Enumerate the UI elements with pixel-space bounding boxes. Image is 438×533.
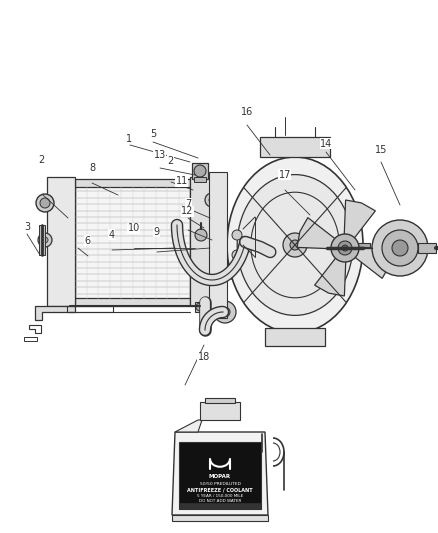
Polygon shape (47, 177, 75, 306)
Bar (265, 328, 325, 346)
Text: 2: 2 (168, 156, 174, 166)
Bar (260, 137, 330, 157)
Text: 3: 3 (24, 222, 30, 231)
Circle shape (36, 194, 54, 212)
Circle shape (232, 230, 242, 240)
Text: 4: 4 (109, 230, 115, 239)
Circle shape (214, 301, 236, 323)
Bar (418, 243, 436, 253)
Bar (205, 398, 235, 403)
Circle shape (40, 198, 50, 208)
Circle shape (38, 233, 52, 247)
Circle shape (220, 307, 230, 317)
Circle shape (227, 229, 243, 245)
Bar (75, 298, 190, 306)
Bar (195, 302, 205, 312)
Bar (192, 163, 208, 179)
Ellipse shape (237, 175, 353, 316)
Text: 14: 14 (320, 139, 332, 149)
Polygon shape (175, 420, 202, 432)
Bar (172, 515, 268, 521)
Bar (75, 179, 190, 187)
Text: ANTIFREEZE / COOLANT: ANTIFREEZE / COOLANT (187, 487, 253, 492)
Polygon shape (190, 177, 212, 306)
Polygon shape (172, 432, 268, 515)
Circle shape (195, 229, 207, 241)
Ellipse shape (227, 157, 363, 333)
Polygon shape (344, 200, 375, 241)
Polygon shape (209, 172, 227, 318)
Circle shape (382, 230, 418, 266)
Circle shape (290, 240, 300, 250)
Text: 16: 16 (241, 107, 254, 117)
Circle shape (372, 220, 428, 276)
Circle shape (228, 266, 242, 280)
Bar (75, 185, 190, 300)
Text: 17: 17 (279, 170, 291, 180)
Circle shape (42, 237, 48, 243)
Circle shape (194, 165, 206, 177)
Text: 8: 8 (89, 163, 95, 173)
Text: 10: 10 (127, 223, 140, 233)
Text: 11: 11 (176, 176, 188, 186)
Circle shape (205, 193, 219, 207)
Text: 2: 2 (39, 155, 45, 165)
Circle shape (338, 241, 352, 255)
Circle shape (392, 240, 408, 256)
Bar (358, 243, 370, 253)
Text: 15: 15 (375, 146, 387, 155)
Circle shape (342, 245, 348, 251)
Text: 5: 5 (150, 130, 156, 139)
Text: 12: 12 (181, 206, 194, 216)
Text: 7: 7 (185, 199, 191, 208)
Text: 5 YEAR / 150,000 MILE: 5 YEAR / 150,000 MILE (197, 494, 243, 498)
Polygon shape (352, 247, 393, 278)
Circle shape (283, 233, 307, 257)
Bar (194, 177, 206, 182)
Circle shape (232, 250, 242, 260)
Text: DO NOT ADD WATER: DO NOT ADD WATER (199, 499, 241, 503)
Text: 1: 1 (126, 134, 132, 143)
Circle shape (331, 234, 359, 262)
Polygon shape (35, 306, 75, 320)
Text: 6: 6 (85, 236, 91, 246)
Circle shape (232, 270, 238, 276)
Bar (179, 442, 261, 509)
Circle shape (209, 197, 215, 203)
Bar (179, 503, 261, 509)
Text: MOPAR: MOPAR (209, 474, 231, 479)
Bar (39, 225, 45, 255)
Text: 13: 13 (154, 150, 166, 159)
Polygon shape (297, 217, 338, 249)
Bar (200, 402, 240, 420)
Text: 9: 9 (154, 227, 160, 237)
Polygon shape (314, 255, 346, 296)
Circle shape (196, 303, 204, 311)
Circle shape (231, 233, 239, 241)
Circle shape (223, 252, 233, 262)
Text: 50/50 PREDILUTED: 50/50 PREDILUTED (200, 481, 240, 486)
Text: 18: 18 (198, 352, 210, 362)
